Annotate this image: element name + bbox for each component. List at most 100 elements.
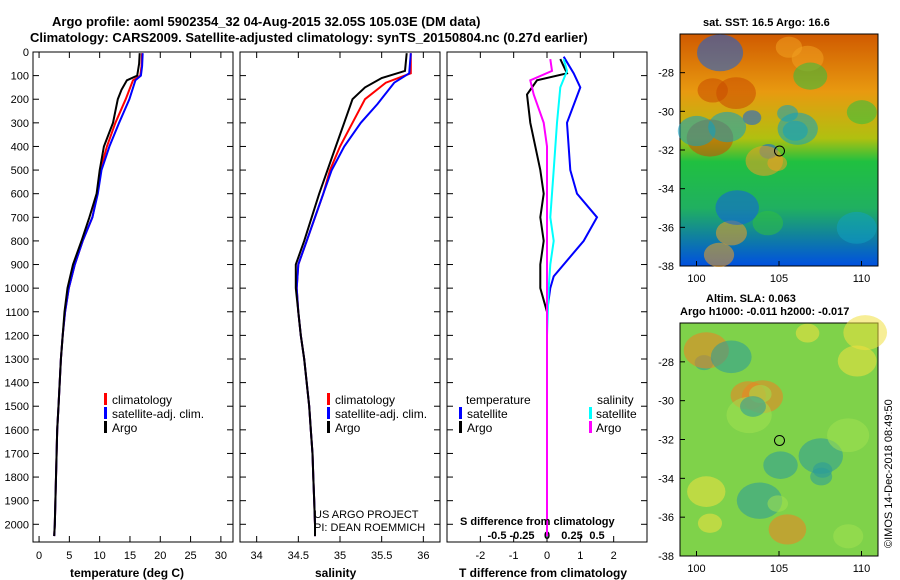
series-line-argo — [294, 53, 408, 537]
temperature-legend: climatology satellite-adj. clim. Argo — [104, 393, 204, 435]
map-texture-blob — [843, 315, 888, 351]
x-tick-label: 0 — [36, 550, 42, 562]
temperature-panel: 0100200300400500600700800900100011001200… — [5, 47, 234, 580]
map-texture-blob — [837, 345, 877, 377]
temperature-xlabel: temperature (deg C) — [70, 566, 184, 580]
legend-swatch-climatology — [104, 393, 107, 405]
y-tick-label: 2000 — [5, 519, 29, 531]
x-tick-label: 15 — [124, 550, 136, 562]
map-y-tick-label: -34 — [658, 184, 674, 196]
legend-label-satellite: satellite-adj. clim. — [335, 407, 427, 421]
x-tick-label: -2 — [475, 550, 485, 562]
map-texture-blob — [763, 451, 798, 479]
map-y-tick-label: -32 — [658, 145, 674, 157]
map-texture-blob — [798, 438, 844, 474]
legend-label-argo: Argo — [112, 421, 138, 435]
map-texture-blob — [708, 111, 747, 143]
x-tick-label: 5 — [66, 550, 72, 562]
sla-map-title-line2: Argo h1000: -0.011 h2000: -0.017 — [680, 306, 849, 318]
x-tick-label: 1 — [577, 550, 583, 562]
map-x-tick-label: 100 — [687, 563, 705, 575]
salinity-plot-frame — [239, 51, 441, 543]
map-y-tick-label: -28 — [658, 357, 674, 369]
map-texture-blob — [742, 110, 762, 126]
series-line-t-satellite — [546, 56, 599, 537]
x-tick-label: 20 — [154, 550, 166, 562]
map-x-tick-label: 105 — [770, 563, 788, 575]
credit-line1: US ARGO PROJECT — [314, 509, 419, 521]
salinity-lines — [294, 53, 412, 537]
legend-label-satellite: satellite-adj. clim. — [112, 407, 204, 421]
temperature-ticks: 0100200300400500600700800900100011001200… — [5, 47, 233, 562]
map-x-tick-label: 110 — [853, 273, 871, 285]
x-tick-label: -1 — [509, 550, 519, 562]
x-tick-label: 35 — [334, 550, 346, 562]
legend-label-argo: Argo — [335, 421, 361, 435]
y-tick-label: 400 — [11, 141, 29, 153]
figure-title-line1: Argo profile: aoml 5902354_32 04-Aug-201… — [52, 14, 480, 29]
legend-swatch-satellite — [327, 407, 330, 419]
legend-label-climatology: climatology — [112, 393, 172, 407]
s-tick-label: -0.5 — [488, 530, 507, 542]
map-texture-blob — [697, 34, 744, 72]
difference-lines — [525, 56, 599, 537]
y-tick-label: 1300 — [5, 354, 29, 366]
map-y-tick-label: -36 — [658, 512, 674, 524]
y-tick-label: 1900 — [5, 496, 29, 508]
sla-argo-location-marker — [773, 434, 785, 446]
legend-swatch-t-satellite — [459, 407, 462, 419]
y-tick-label: 300 — [11, 118, 29, 130]
credit-line2: PI: DEAN ROEMMICH — [314, 522, 425, 534]
x-tick-label: 36 — [417, 550, 429, 562]
imos-timestamp: ©IMOS 14-Dec-2018 08:49:50 — [883, 399, 895, 548]
map-texture-blob — [677, 115, 716, 147]
map-y-tick-label: -36 — [658, 222, 674, 234]
series-line-s-argo — [529, 58, 554, 537]
legend-label-s-satellite: satellite — [596, 407, 637, 421]
y-tick-label: 200 — [11, 94, 29, 106]
map-texture-blob — [716, 77, 756, 110]
map-texture-blob — [697, 513, 723, 533]
map-texture-blob — [710, 340, 752, 374]
map-texture-blob — [715, 190, 759, 225]
sst-map-texture — [677, 34, 877, 267]
map-texture-blob — [767, 495, 789, 512]
map-texture-blob — [793, 62, 828, 90]
x-tick-label: 34.5 — [288, 550, 309, 562]
sla-map-title-line1: Altim. SLA: 0.063 — [706, 293, 796, 305]
map-texture-blob — [836, 211, 877, 244]
sst-argo-location-marker — [773, 145, 785, 157]
map-texture-blob — [810, 467, 833, 486]
y-tick-label: 800 — [11, 236, 29, 248]
map-texture-blob — [775, 36, 803, 58]
y-tick-label: 1100 — [5, 307, 29, 319]
x-tick-label: 34 — [251, 550, 263, 562]
legend-swatch-s-satellite — [589, 407, 592, 419]
map-texture-blob — [715, 220, 747, 246]
map-texture-blob — [833, 524, 864, 549]
legend-title-temperature: temperature — [466, 393, 531, 407]
difference-xlabel-top: S difference from climatology — [460, 516, 616, 528]
y-tick-label: 1200 — [5, 330, 29, 342]
map-texture-blob — [740, 396, 766, 417]
map-y-tick-label: -34 — [658, 473, 674, 485]
map-texture-blob — [768, 514, 807, 545]
legend-label-s-argo: Argo — [596, 421, 622, 435]
salinity-legend: climatology satellite-adj. clim. Argo — [327, 393, 427, 435]
y-tick-label: 100 — [11, 71, 29, 83]
legend-title-salinity: salinity — [597, 393, 634, 407]
map-texture-blob — [745, 145, 784, 176]
salinity-panel: 34 34.5 35 35.5 36 salinity climatology sate… — [239, 51, 441, 580]
x-tick-label: 30 — [215, 550, 227, 562]
figure-title-line2: Climatology: CARS2009. Satellite-adjuste… — [30, 30, 588, 45]
map-x-tick-label: 100 — [687, 273, 705, 285]
map-texture-blob — [752, 210, 784, 236]
y-tick-label: 1700 — [5, 448, 29, 460]
difference-panel: -2 -1 0 1 2-0.5 -0.25 0 0.25 0.5 T difference fr… — [446, 51, 648, 580]
s-tick-label: 0.5 — [589, 530, 604, 542]
sla-map-texture — [683, 315, 888, 549]
y-tick-label: 1000 — [5, 283, 29, 295]
map-y-tick-label: -30 — [658, 106, 674, 118]
series-line-argo — [53, 53, 141, 537]
